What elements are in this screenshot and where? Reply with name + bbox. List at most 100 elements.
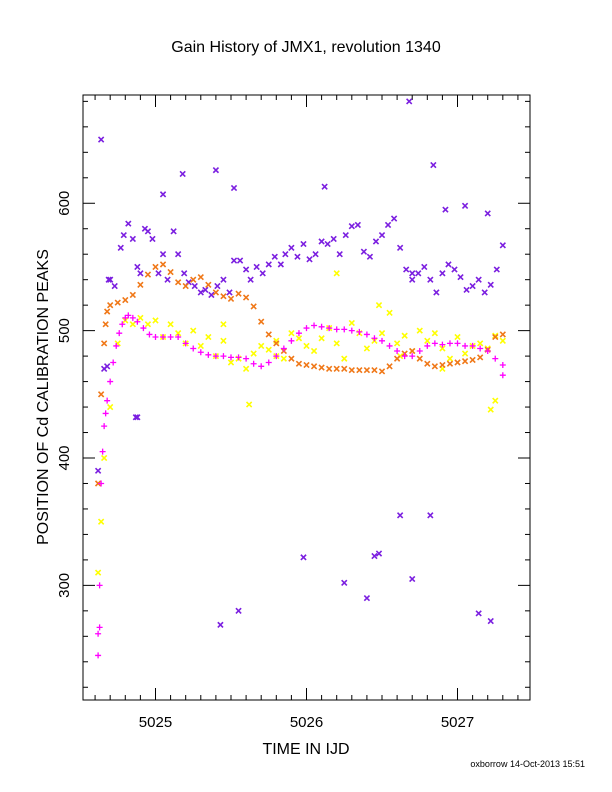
data-point [129, 314, 136, 321]
data-point [250, 350, 257, 357]
data-point [97, 136, 105, 143]
data-point [318, 335, 325, 342]
data-point [325, 365, 333, 373]
data-point [487, 406, 494, 413]
data-point [427, 276, 434, 283]
data-point [144, 228, 152, 235]
data-point [454, 340, 461, 347]
data-point [333, 270, 340, 277]
data-point [475, 610, 482, 617]
data-point [371, 366, 378, 374]
data-point [492, 332, 499, 339]
data-point [243, 355, 250, 362]
data-point [318, 238, 325, 245]
data-point [134, 414, 141, 421]
data-point [191, 282, 198, 290]
data-point [137, 281, 144, 288]
x-axis-label: TIME IN IJD [262, 741, 349, 758]
data-point [144, 321, 152, 328]
data-point [212, 166, 220, 174]
data-point [94, 569, 102, 576]
data-point [99, 448, 106, 455]
data-point [160, 334, 167, 340]
data-point [378, 231, 386, 239]
data-point [197, 289, 204, 296]
data-point [481, 289, 488, 296]
data-point [190, 327, 197, 334]
data-point [386, 309, 393, 316]
y-tick-label: 600 [56, 191, 73, 216]
data-point [97, 391, 105, 398]
data-point [487, 617, 494, 625]
data-point [439, 345, 446, 352]
data-point [493, 266, 500, 273]
data-point [134, 263, 141, 271]
data-point [190, 345, 197, 352]
data-point [378, 368, 386, 375]
data-point [119, 321, 126, 328]
data-point [457, 273, 464, 281]
data-point [341, 326, 348, 333]
data-point [318, 323, 325, 330]
series-2 [94, 261, 506, 487]
data-point [220, 337, 227, 344]
data-point [175, 334, 182, 340]
data-point [390, 215, 398, 222]
data-point [421, 263, 428, 271]
x-tick-label: 5025 [139, 714, 172, 731]
data-point [208, 291, 215, 299]
data-point [341, 365, 348, 373]
data-point [333, 340, 340, 347]
data-point [371, 335, 378, 342]
data-point [424, 342, 431, 349]
data-point [182, 340, 189, 347]
data-point [401, 353, 408, 360]
data-point [300, 240, 307, 248]
data-point [96, 624, 103, 631]
footer-credit: oxborrow 14-Oct-2013 15:51 [470, 759, 585, 769]
data-point [235, 290, 242, 297]
data-point [303, 325, 310, 332]
data-point [409, 575, 416, 583]
data-point [146, 331, 153, 338]
data-point [102, 321, 109, 328]
data-point [129, 291, 136, 299]
data-point [461, 202, 469, 209]
data-point [113, 342, 120, 349]
data-point [95, 630, 102, 637]
data-point [117, 244, 124, 252]
data-point [258, 342, 265, 350]
data-point [129, 235, 136, 243]
data-point [230, 184, 238, 192]
data-point [250, 360, 257, 367]
data-point [462, 342, 469, 349]
data-point [273, 340, 280, 347]
data-point [103, 308, 111, 315]
data-point [181, 270, 188, 277]
chart-title: Gain History of JMX1, revolution 1340 [171, 39, 441, 56]
data-point [371, 552, 378, 560]
data-point [499, 372, 506, 379]
data-point [463, 286, 470, 294]
data-point [167, 268, 174, 276]
data-point [104, 397, 111, 404]
data-point [396, 512, 404, 519]
data-point [120, 231, 127, 239]
data-point [310, 347, 318, 355]
data-point [242, 294, 250, 301]
data-point [167, 321, 174, 328]
data-point [114, 299, 121, 306]
data-point [105, 276, 112, 283]
data-point [280, 355, 288, 362]
data-point [271, 253, 278, 260]
data-point [159, 251, 167, 258]
data-point [454, 359, 461, 366]
data-point [360, 248, 368, 255]
data-point [439, 341, 446, 348]
data-point [324, 240, 331, 248]
data-point [363, 331, 370, 338]
data-point [446, 360, 454, 367]
data-point [375, 301, 383, 309]
data-point [499, 331, 506, 338]
data-point [439, 361, 446, 369]
